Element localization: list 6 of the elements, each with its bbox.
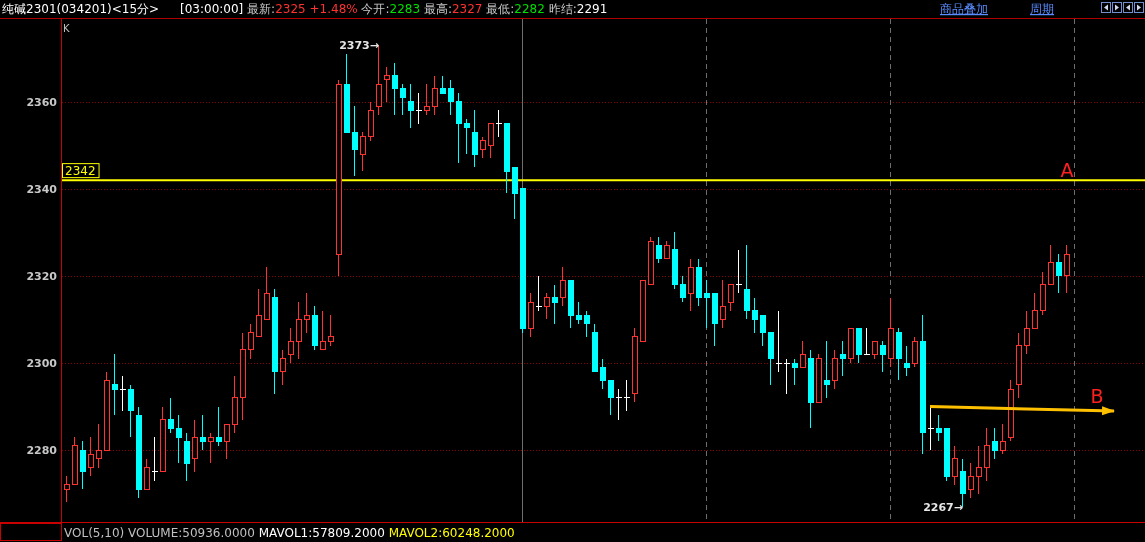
annotation: K bbox=[63, 23, 70, 34]
ref-line-label: 2342 bbox=[65, 164, 96, 179]
subtitle: [03:00:00] 最新:2325 +1.48% 今开:2283 最高:2327 最低:2282 昨结:2291 bbox=[180, 2, 608, 16]
annotation: 周期 bbox=[1030, 2, 1054, 16]
annotation: 商品叠加 bbox=[940, 2, 988, 16]
title: 纯碱2301(034201)<15分> bbox=[2, 2, 160, 16]
